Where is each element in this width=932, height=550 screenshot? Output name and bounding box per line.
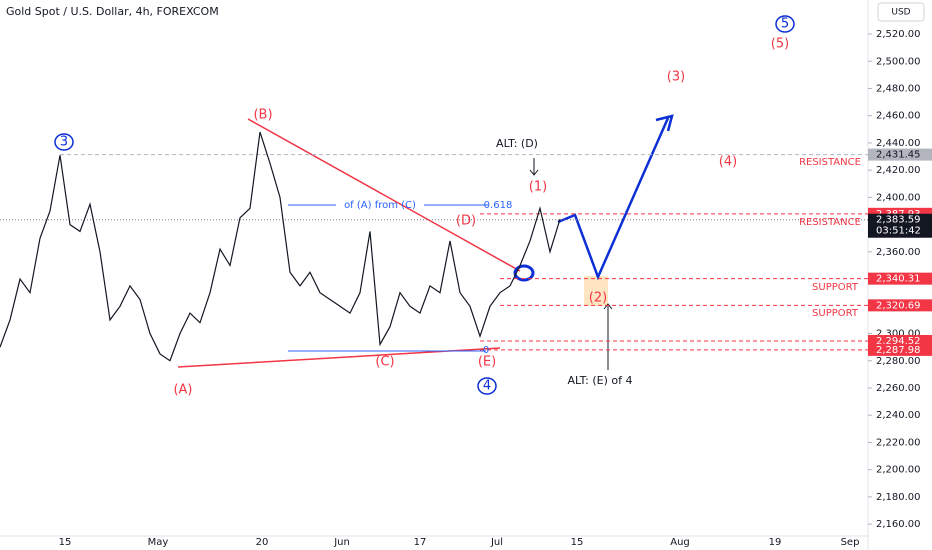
arrow-head bbox=[529, 169, 539, 176]
annotation: 3 bbox=[60, 135, 68, 150]
wave-circle bbox=[54, 133, 74, 151]
projection-path bbox=[557, 117, 670, 281]
currency-label: USD bbox=[891, 8, 910, 18]
x-tick-label: 17 bbox=[414, 537, 427, 548]
y-tick-label: 2,520.00 bbox=[876, 29, 921, 40]
y-tick-label: 2,360.00 bbox=[876, 247, 921, 258]
annotation: (C) bbox=[375, 355, 394, 370]
y-tick-label: 2,460.00 bbox=[876, 111, 921, 122]
y-tick-label: 2,500.00 bbox=[876, 56, 921, 67]
annotation: 0 bbox=[483, 345, 489, 356]
annotation: ALT: (D) bbox=[496, 137, 538, 150]
y-tick-label: 2,160.00 bbox=[876, 519, 921, 530]
y-tick-label: 2,480.00 bbox=[876, 83, 921, 94]
y-tick-label: 2,200.00 bbox=[876, 465, 921, 476]
zone-label: SUPPORT bbox=[812, 308, 859, 319]
y-tick-label: 2,400.00 bbox=[876, 192, 921, 203]
y-tick-label: 2,180.00 bbox=[876, 492, 921, 503]
trend-line bbox=[247, 118, 521, 272]
annotation: (A) bbox=[173, 383, 192, 398]
annotation: (2) bbox=[589, 291, 607, 306]
annotation: (5) bbox=[771, 37, 789, 52]
annotation: (E) bbox=[478, 355, 496, 370]
countdown: 03:51:42 bbox=[876, 226, 921, 237]
annotation: ALT: (E) of 4 bbox=[568, 374, 633, 387]
projection-arrow bbox=[655, 114, 674, 132]
annotation: of (A) from (C) bbox=[344, 200, 416, 211]
y-tick-label: 2,440.00 bbox=[876, 138, 921, 149]
annotation: (4) bbox=[719, 155, 737, 170]
price-line bbox=[0, 131, 561, 362]
price-label-box bbox=[868, 343, 932, 356]
annotation: 4 bbox=[483, 379, 491, 394]
x-tick-label: Jun bbox=[333, 537, 350, 548]
price-label-box bbox=[868, 148, 932, 161]
x-tick-label: Jul bbox=[490, 537, 503, 548]
price-label: 2,294.52 bbox=[876, 336, 921, 347]
price-label-box bbox=[868, 299, 932, 312]
price-label: 2,431.45 bbox=[876, 150, 921, 161]
y-tick-label: 2,260.00 bbox=[876, 383, 921, 394]
target-zone bbox=[584, 276, 608, 306]
y-tick-label: 2,220.00 bbox=[876, 437, 921, 448]
chart-title: Gold Spot / U.S. Dollar, 4h, FOREXCOM bbox=[6, 5, 219, 18]
annotation: (3) bbox=[667, 70, 685, 85]
x-tick-label: 15 bbox=[59, 537, 72, 548]
price-label: 2,320.69 bbox=[876, 300, 921, 311]
x-tick-label: May bbox=[148, 537, 169, 548]
arrow-head bbox=[603, 303, 613, 310]
x-tick-label: 15 bbox=[571, 537, 584, 548]
breakout-circle bbox=[513, 264, 535, 282]
y-tick-label: 2,300.00 bbox=[876, 329, 921, 340]
x-tick-label: Aug bbox=[670, 537, 690, 548]
annotation: 0.618 bbox=[484, 200, 513, 211]
x-tick-label: 19 bbox=[769, 537, 782, 548]
drawings bbox=[177, 114, 674, 370]
price-label: 2,383.59 bbox=[876, 215, 921, 226]
price-label-box bbox=[868, 213, 932, 238]
wave-circle bbox=[477, 377, 497, 395]
price-label: 2,340.31 bbox=[876, 274, 921, 285]
price-label-box bbox=[868, 272, 932, 285]
x-tick-label: 20 bbox=[256, 537, 269, 548]
annotation: 5 bbox=[781, 17, 789, 32]
zone-label: SUPPORT bbox=[812, 282, 859, 293]
annotation: (1) bbox=[529, 180, 547, 195]
zone-label: RESISTANCE bbox=[799, 157, 861, 168]
currency-button[interactable] bbox=[877, 2, 925, 22]
zone-label: RESISTANCE bbox=[799, 217, 861, 228]
wave-circle bbox=[775, 15, 795, 33]
x-tick-label: Sep bbox=[841, 537, 860, 548]
y-tick-label: 2,420.00 bbox=[876, 165, 921, 176]
annotation: (B) bbox=[253, 108, 272, 123]
annotation: (D) bbox=[456, 214, 476, 229]
y-tick-label: 2,280.00 bbox=[876, 356, 921, 367]
price-label: 2,287.98 bbox=[876, 345, 921, 356]
y-tick-label: 2,240.00 bbox=[876, 410, 921, 421]
